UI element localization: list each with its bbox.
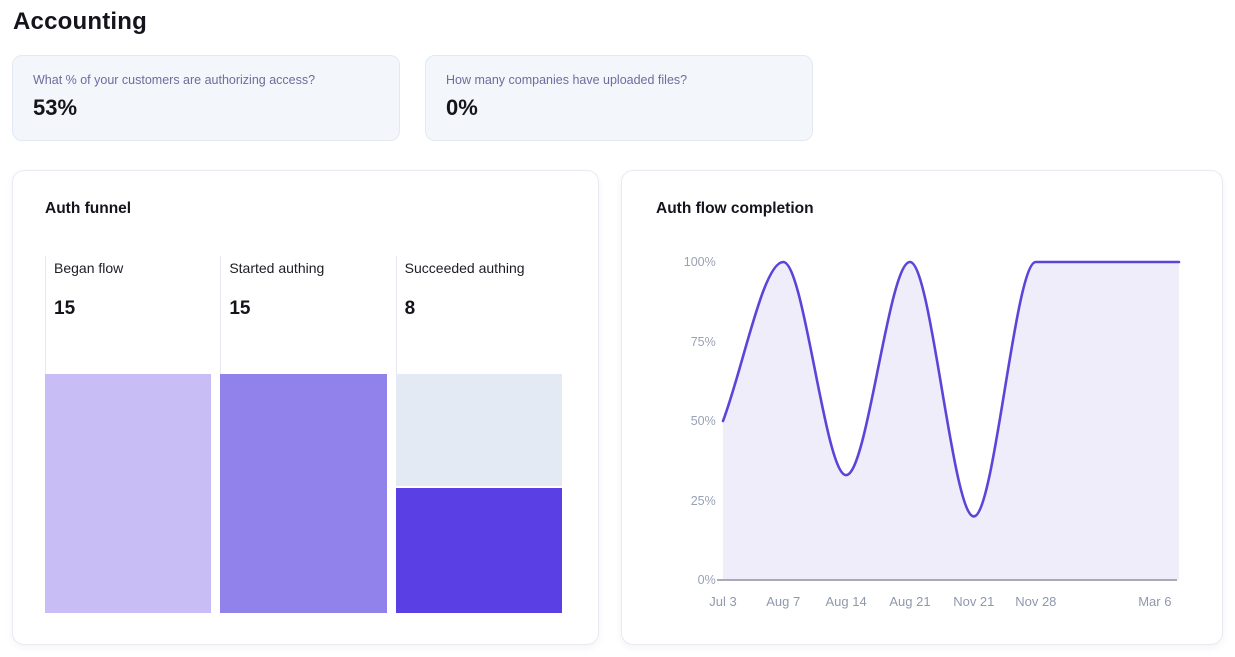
auth-funnel-title: Auth funnel xyxy=(45,200,132,217)
charts-row: Auth funnel Began flow 15 Started authin… xyxy=(12,170,1223,645)
stat-value: 0% xyxy=(446,95,478,120)
funnel-bar-fill xyxy=(395,485,562,613)
x-axis-tick: Nov 21 xyxy=(953,594,995,609)
funnel-column-began-flow: Began flow 15 xyxy=(45,256,212,613)
auth-funnel-card: Auth funnel Began flow 15 Started authin… xyxy=(12,170,599,645)
funnel-column-succeeded-authing: Succeeded authing 8 xyxy=(395,256,562,613)
x-axis: Jul 3 Aug 7 Aug 14 Aug 21 Nov 21 Nov 28 … xyxy=(709,580,1179,614)
funnel-bar-fill xyxy=(220,374,387,613)
x-axis-tick: Aug 14 xyxy=(825,594,867,609)
x-axis-tick: Nov 28 xyxy=(1015,594,1057,609)
funnel-column-value: 15 xyxy=(54,298,76,319)
stats-row: What % of your customers are authorizing… xyxy=(12,55,1223,141)
stat-card-uploaded-files: How many companies have uploaded files? … xyxy=(425,55,813,141)
funnel-bar xyxy=(220,374,387,613)
x-axis-tick: Jul 3 xyxy=(709,594,737,609)
auth-flow-completion-card: Auth flow completion 100% 75% 50% 25% 0% xyxy=(621,170,1223,645)
page-title: Accounting xyxy=(13,8,147,35)
completion-area xyxy=(722,262,1179,580)
funnel-column-value: 8 xyxy=(404,298,416,319)
auth-flow-completion-chart: 100% 75% 50% 25% 0% xyxy=(656,255,1181,587)
funnel-column-label: Began flow xyxy=(54,260,124,276)
area-chart-svg xyxy=(721,260,1181,580)
auth-funnel-chart: Began flow 15 Started authing 15 xyxy=(45,256,562,613)
y-axis: 100% 75% 50% 25% 0% xyxy=(656,255,723,587)
stat-card-authorizing-access: What % of your customers are authorizing… xyxy=(12,55,400,141)
y-axis-tick: 25% xyxy=(690,493,716,508)
funnel-column-label: Started authing xyxy=(229,260,325,276)
plot-area xyxy=(716,260,1181,581)
y-axis-tick: 50% xyxy=(690,414,716,428)
stat-question: How many companies have uploaded files? xyxy=(446,73,688,87)
x-axis-tick: Aug 21 xyxy=(889,594,931,609)
funnel-column-label: Succeeded authing xyxy=(404,260,525,276)
funnel-column-value: 15 xyxy=(229,298,251,319)
funnel-bar-fill xyxy=(45,374,212,613)
stat-question: What % of your customers are authorizing… xyxy=(33,73,316,87)
x-axis-tick: Mar 6 xyxy=(1138,594,1172,609)
funnel-bar xyxy=(45,374,212,613)
y-axis-tick: 75% xyxy=(690,334,716,349)
x-axis-line xyxy=(716,579,1177,581)
funnel-bar xyxy=(395,374,562,613)
auth-flow-completion-title: Auth flow completion xyxy=(656,200,814,217)
y-axis-tick: 0% xyxy=(697,573,716,587)
funnel-column-started-authing: Started authing 15 xyxy=(220,256,387,613)
y-axis-tick: 100% xyxy=(683,255,716,269)
stat-value: 53% xyxy=(33,95,78,120)
x-axis-tick: Aug 7 xyxy=(766,594,801,609)
completion-line xyxy=(721,260,1181,518)
